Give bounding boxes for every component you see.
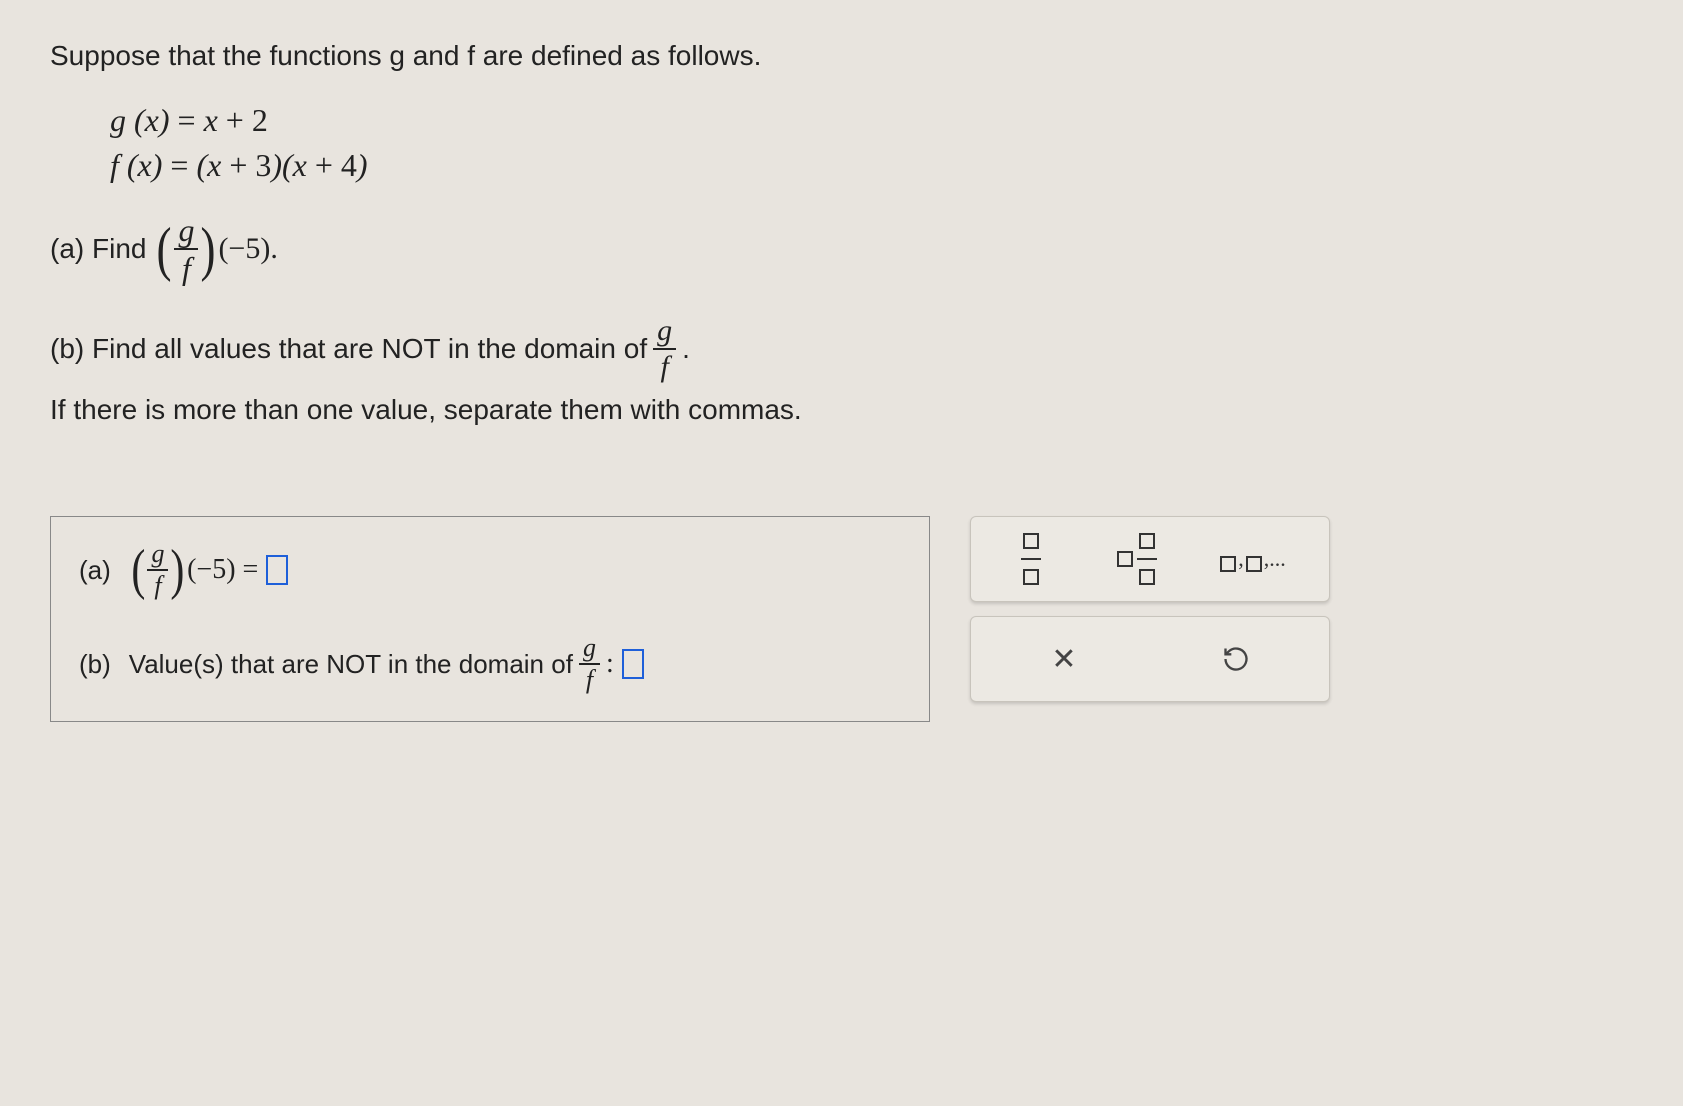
part-b-text: (b) Find all values that are NOT in the … — [50, 333, 647, 365]
fraction-g-over-f: g f — [174, 214, 198, 284]
fraction-denominator: f — [582, 665, 597, 693]
part-b-prompt-line2: If there is more than one value, separat… — [50, 394, 1633, 426]
part-b-period: . — [682, 333, 690, 365]
tool-row-actions: ✕ — [970, 616, 1330, 702]
answer-b-label: (b) — [79, 649, 111, 680]
part-a-label: (a) Find — [50, 233, 146, 265]
fraction-numerator: g — [147, 541, 168, 571]
tool-row-symbols: ,,... — [970, 516, 1330, 602]
answer-b-input[interactable] — [622, 649, 644, 679]
part-a-prompt: (a) Find ( g f ) (−5). — [50, 214, 1633, 284]
fraction-denominator: f — [150, 571, 165, 599]
answer-box: (a) ( g f ) (−5) = (b) Value(s) that are… — [50, 516, 930, 722]
clear-button[interactable]: ✕ — [1024, 631, 1104, 687]
part-a-tail: (−5). — [218, 232, 277, 266]
left-paren-icon: ( — [157, 225, 172, 273]
toolbox: ,,... ✕ — [970, 516, 1330, 702]
fraction-denominator: f — [178, 250, 195, 284]
answer-area: (a) ( g f ) (−5) = (b) Value(s) that are… — [50, 516, 1633, 722]
fraction-denominator: f — [656, 350, 672, 382]
comma-list-tool-button[interactable]: ,,... — [1203, 531, 1303, 587]
fraction-numerator: g — [653, 316, 676, 350]
answer-b-text: Value(s) that are NOT in the domain of — [129, 649, 573, 680]
reset-button[interactable] — [1196, 631, 1276, 687]
right-paren-icon: ) — [201, 225, 216, 273]
left-paren-icon: ( — [131, 548, 145, 593]
answer-a-label: (a) — [79, 555, 111, 586]
answer-b-tail: : — [606, 648, 614, 680]
answer-a-row: (a) ( g f ) (−5) = — [79, 541, 901, 599]
fraction-g-over-f-ans-b: g f — [579, 635, 600, 693]
mixed-number-tool-button[interactable] — [1097, 531, 1177, 587]
fraction-g-over-f-b: g f — [653, 316, 676, 382]
fraction-g-over-f-ans-a: g f — [147, 541, 168, 599]
fraction-numerator: g — [174, 214, 198, 250]
reset-icon — [1222, 645, 1250, 673]
right-paren-icon: ) — [171, 548, 185, 593]
answer-a-tail: (−5) = — [187, 554, 258, 586]
fraction-numerator: g — [579, 635, 600, 665]
answer-a-input[interactable] — [266, 555, 288, 585]
part-b-line2-text: If there is more than one value, separat… — [50, 394, 802, 426]
part-b-prompt-line1: (b) Find all values that are NOT in the … — [50, 316, 1633, 382]
answer-b-row: (b) Value(s) that are NOT in the domain … — [79, 635, 901, 693]
function-f-definition: f (x) = (x + 3)(x + 4) — [110, 147, 1633, 184]
problem-intro: Suppose that the functions g and f are d… — [50, 40, 1633, 72]
close-icon: ✕ — [1051, 642, 1076, 677]
function-g-definition: g (x) = x + 2 — [110, 102, 1633, 139]
fraction-tool-button[interactable] — [991, 531, 1071, 587]
